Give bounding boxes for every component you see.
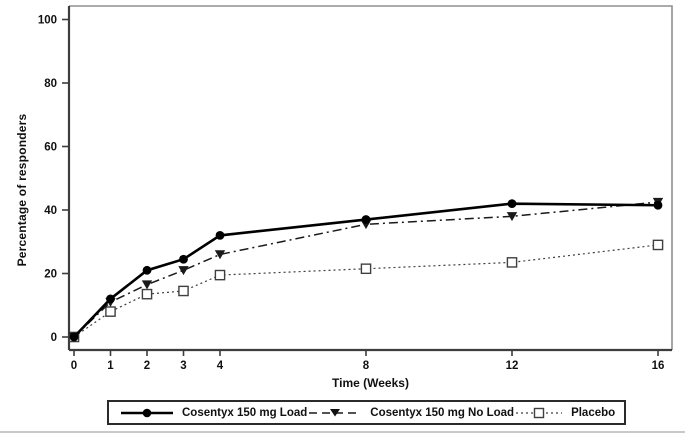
legend-label-load: Cosentyx 150 mg Load — [182, 406, 308, 419]
filled-triangle-down-marker — [214, 250, 226, 260]
plot-frame — [69, 5, 673, 350]
open-square-marker — [506, 257, 518, 268]
open-square-icon — [516, 407, 563, 418]
open-square-marker — [178, 285, 189, 297]
x-tick-label: 3 — [180, 360, 186, 372]
y-axis-title-text: Percentage of responders — [15, 113, 29, 267]
y-tick-label: 80 — [44, 78, 57, 90]
filled-circle-marker — [507, 199, 517, 209]
open-square-marker — [214, 269, 226, 281]
filled-circle-icon — [121, 408, 173, 417]
series-placebo — [68, 239, 664, 343]
filled-circle-marker — [215, 231, 225, 240]
filled-triangle-down-icon — [309, 408, 362, 416]
x-tick-label: 0 — [71, 360, 77, 372]
filled-circle-marker — [653, 200, 663, 210]
y-tick-label: 100 — [38, 15, 57, 27]
x-tick-label: 8 — [363, 360, 370, 372]
x-tick-label: 2 — [144, 360, 150, 372]
filled-circle-marker — [179, 254, 188, 264]
y-tick-label: 60 — [44, 142, 57, 154]
y-tick-label: 0 — [51, 332, 57, 344]
filled-circle-marker — [361, 215, 371, 224]
y-tick-label: 40 — [44, 205, 57, 217]
filled-triangle-down-marker — [178, 266, 189, 276]
series-line — [73, 201, 659, 338]
series-line — [73, 244, 659, 338]
filled-triangle-down-marker — [506, 212, 518, 222]
series-line — [73, 202, 659, 338]
legend-entry-load: Cosentyx 150 mg Load — [119, 407, 307, 419]
open-square-marker — [652, 239, 664, 251]
x-tick-label: 12 — [506, 360, 519, 372]
y-tick-label: 20 — [44, 269, 57, 281]
filled-circle-marker — [142, 265, 152, 275]
open-square-marker — [105, 306, 116, 317]
legend: Cosentyx 150 mg Load Cosentyx 150 mg No … — [107, 400, 626, 425]
x-axis-title: Time (Weeks) — [332, 376, 409, 390]
open-square-marker — [141, 288, 153, 300]
filled-triangle-down-marker — [141, 280, 153, 290]
figure-bottom-border — [0, 431, 685, 433]
filled-circle-marker — [106, 294, 115, 304]
legend-label-placebo: Placebo — [571, 406, 616, 419]
legend-entry-placebo: Placebo — [514, 407, 615, 419]
legend-label-no-load: Cosentyx 150 mg No Load — [370, 406, 515, 419]
series-cosentyx-150-mg-load — [69, 199, 663, 342]
x-tick-label: 1 — [107, 360, 114, 372]
legend-entry-no-load: Cosentyx 150 mg No Load — [307, 407, 514, 419]
open-square-marker — [360, 263, 372, 275]
x-tick-label: 16 — [652, 360, 665, 372]
x-tick-label: 4 — [217, 360, 224, 372]
filled-circle-marker — [69, 332, 79, 342]
